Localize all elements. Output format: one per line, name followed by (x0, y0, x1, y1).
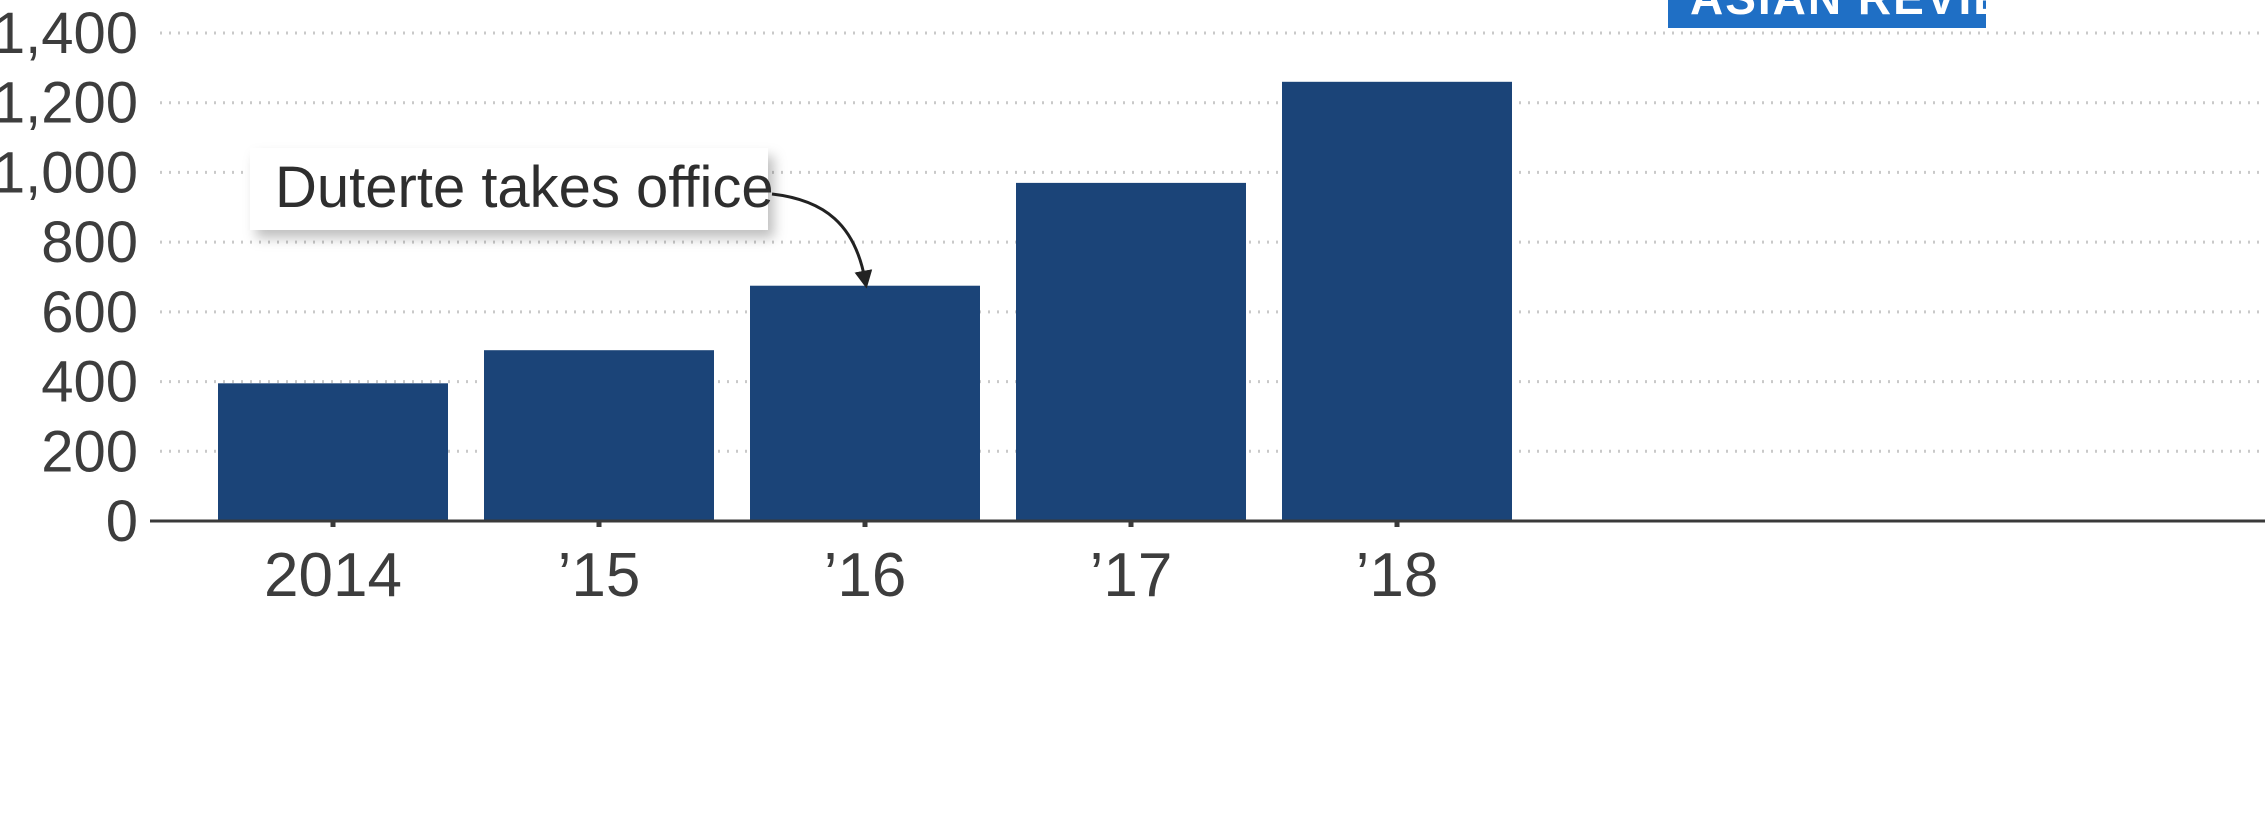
brand-badge-background (1668, 0, 1986, 28)
y-tick-label: 400 (41, 350, 138, 415)
annotation-text: Duterte takes office (275, 155, 774, 220)
y-tick-label: 600 (41, 280, 138, 345)
annotation-box (250, 148, 768, 230)
y-tick-label: 800 (41, 210, 138, 275)
y-tick-label: 1,000 (0, 140, 138, 205)
bars (218, 81, 1512, 522)
bar (750, 285, 980, 521)
x-tick-label: ’15 (558, 541, 641, 610)
x-tick-label: ’16 (824, 541, 907, 610)
y-tick-label: 0 (106, 489, 138, 554)
brand-badge: ASIAN REVIEW (1668, 0, 2051, 28)
x-tick-label: ’18 (1356, 541, 1439, 610)
annotation: Duterte takes office (250, 148, 873, 289)
x-axis-ticks: 2014 ’15 ’16 ’17 ’18 (264, 521, 1438, 610)
y-tick-label: 1,200 (0, 71, 138, 136)
annotation-arrow (771, 192, 873, 289)
bar (1016, 182, 1246, 521)
y-tick-label: 200 (41, 419, 138, 484)
brand-text: ASIAN REVIEW (1690, 0, 2051, 24)
bar (1282, 81, 1512, 522)
bar (484, 350, 714, 521)
x-tick-label: 2014 (264, 541, 402, 610)
bar (218, 383, 448, 521)
x-tick-label: ’17 (1090, 541, 1173, 610)
y-tick-label: 1,400 (0, 1, 138, 66)
